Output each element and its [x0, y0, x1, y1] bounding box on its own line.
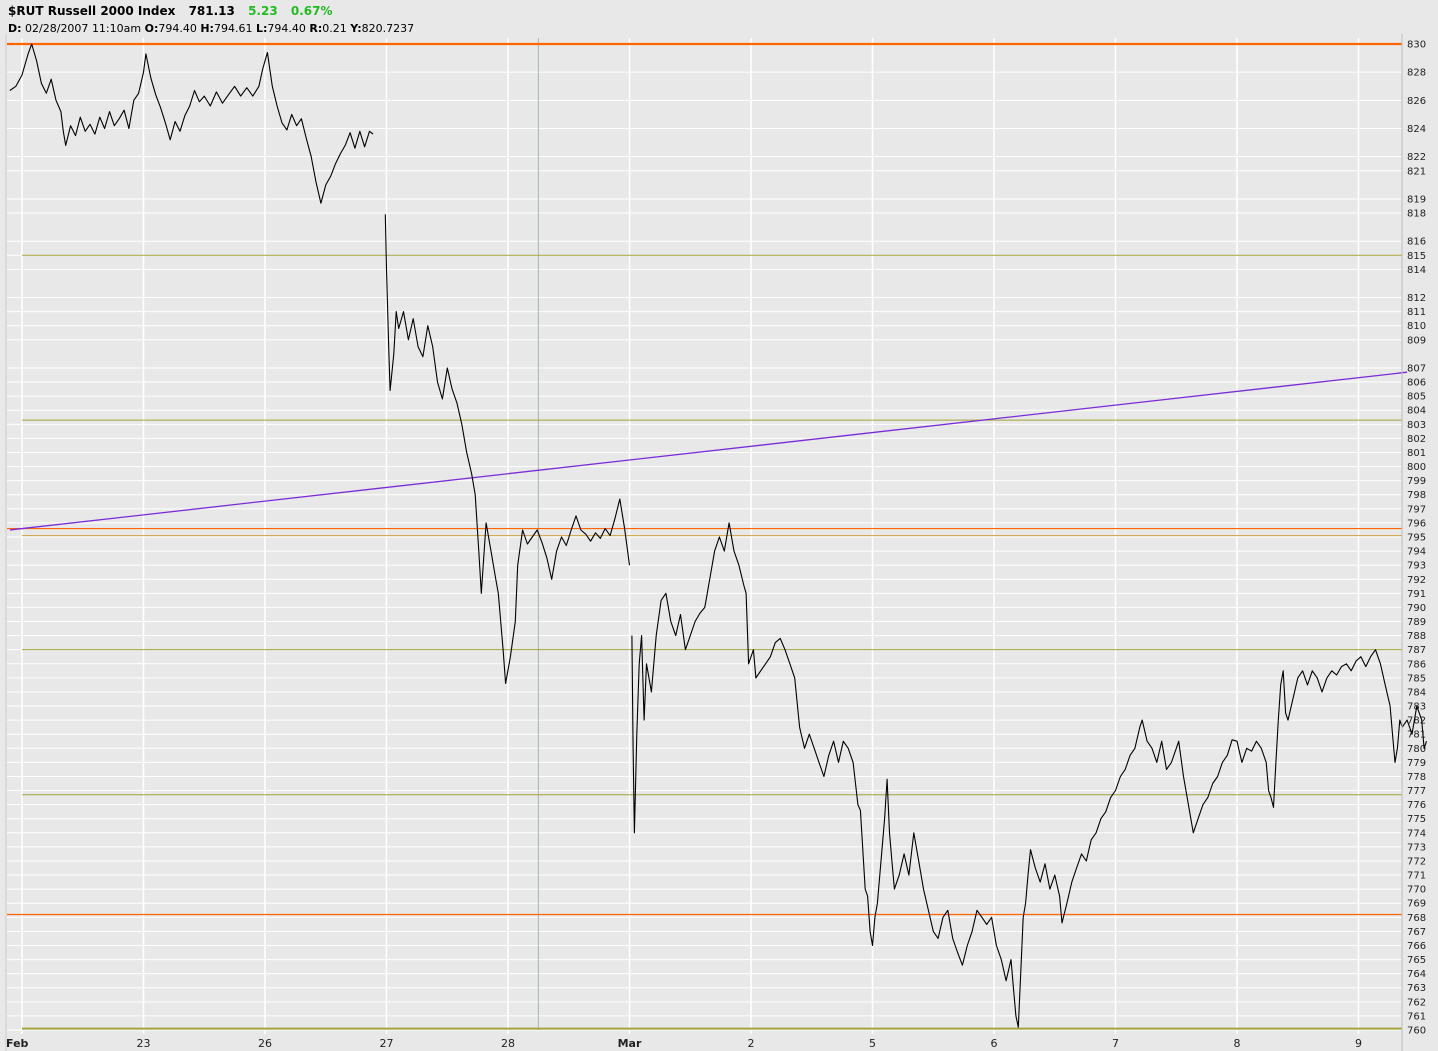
y-tick-label: 830 [1407, 40, 1426, 51]
ohlc-readout: D: 02/28/2007 11:10am O:794.40 H:794.61 … [8, 22, 414, 35]
x-tick-label: 26 [258, 1037, 272, 1050]
price-change: 5.23 [248, 4, 278, 18]
range-label: R: [309, 22, 323, 35]
x-tick-label: 27 [380, 1037, 394, 1050]
y-tick-label: 802 [1407, 434, 1426, 445]
symbol: $RUT [8, 4, 44, 18]
y-tick-label: 787 [1407, 645, 1426, 656]
y-tick-label: 792 [1407, 575, 1426, 586]
y-tick-label: 798 [1407, 490, 1426, 501]
y-tick-label: 781 [1407, 730, 1426, 741]
open-value: 794.40 [158, 22, 197, 35]
y-tick-label: 806 [1407, 378, 1426, 389]
y-tick-label: 766 [1407, 941, 1426, 952]
y-tick-label: 828 [1407, 68, 1426, 79]
y-tick-label: 819 [1407, 194, 1426, 205]
open-label: O: [144, 22, 159, 35]
y-tick-label: 796 [1407, 518, 1426, 529]
y-tick-label: 784 [1407, 687, 1426, 698]
date-label: D: [8, 22, 22, 35]
y-tick-label: 822 [1407, 152, 1426, 163]
x-tick-label: Mar [618, 1037, 642, 1050]
y-tick-label: 772 [1407, 856, 1426, 867]
y-tick-label: 814 [1407, 265, 1426, 276]
y-tick-label: 790 [1407, 603, 1426, 614]
y-tick-label: 801 [1407, 448, 1426, 459]
y-tick-label: 818 [1407, 209, 1426, 220]
x-tick-label: 7 [1112, 1037, 1119, 1050]
y-tick-label: 785 [1407, 673, 1426, 684]
y-tick-label: 776 [1407, 800, 1426, 811]
index-name: Russell 2000 Index [47, 4, 176, 18]
y-tick-label: 775 [1407, 814, 1426, 825]
y-tick-label: 763 [1407, 983, 1426, 994]
cursor-y-value: 820.7237 [361, 22, 415, 35]
y-tick-label: 767 [1407, 927, 1426, 938]
y-tick-label: 791 [1407, 589, 1426, 600]
y-tick-label: 773 [1407, 842, 1426, 853]
y-tick-label: 771 [1407, 871, 1426, 882]
y-tick-label: 765 [1407, 955, 1426, 966]
y-tick-label: 794 [1407, 547, 1426, 558]
last-price: 781.13 [188, 4, 235, 18]
y-tick-label: 777 [1407, 786, 1426, 797]
y-tick-label: 804 [1407, 406, 1426, 417]
x-tick-label: 9 [1355, 1037, 1362, 1050]
x-tick-label: 8 [1234, 1037, 1241, 1050]
y-tick-label: 770 [1407, 885, 1426, 896]
cursor-y-label: Y: [350, 22, 362, 35]
y-tick-label: 800 [1407, 462, 1426, 473]
y-tick-label: 761 [1407, 1011, 1426, 1022]
y-tick-label: 821 [1407, 166, 1426, 177]
y-tick-label: 805 [1407, 392, 1426, 403]
high-label: H: [200, 22, 214, 35]
y-tick-label: 815 [1407, 251, 1426, 262]
y-tick-label: 799 [1407, 476, 1426, 487]
y-tick-label: 762 [1407, 997, 1426, 1008]
y-tick-label: 812 [1407, 293, 1426, 304]
y-tick-label: 782 [1407, 716, 1426, 727]
trendline [9, 371, 1408, 531]
x-tick-label: 5 [869, 1037, 876, 1050]
y-tick-label: 780 [1407, 744, 1426, 755]
y-tick-label: 810 [1407, 321, 1426, 332]
y-tick-label: 788 [1407, 631, 1426, 642]
y-tick-label: 778 [1407, 772, 1426, 783]
x-tick-label: 6 [991, 1037, 998, 1050]
range-value: 0.21 [322, 22, 347, 35]
y-tick-label: 824 [1407, 124, 1426, 135]
y-tick-label: 795 [1407, 533, 1426, 544]
y-tick-label: 774 [1407, 828, 1426, 839]
y-tick-label: 779 [1407, 758, 1426, 769]
y-tick-label: 769 [1407, 899, 1426, 910]
y-tick-label: 789 [1407, 617, 1426, 628]
low-value: 794.40 [267, 22, 306, 35]
x-tick-label: 2 [748, 1037, 755, 1050]
x-tick-label: Feb [6, 1037, 29, 1050]
time-value: 11:10am [91, 22, 142, 35]
y-tick-label: 768 [1407, 913, 1426, 924]
low-label: L: [255, 22, 268, 35]
y-tick-label: 797 [1407, 504, 1426, 515]
y-tick-label: 807 [1407, 363, 1426, 374]
y-tick-label: 809 [1407, 335, 1426, 346]
y-tick-label: 826 [1407, 96, 1426, 107]
x-tick-label: 28 [501, 1037, 515, 1050]
y-tick-label: 816 [1407, 237, 1426, 248]
chart-title: $RUT Russell 2000 Index 781.13 5.23 0.67… [8, 4, 333, 18]
x-tick-label: 23 [137, 1037, 151, 1050]
date-value: 02/28/2007 [25, 22, 89, 35]
y-tick-label: 764 [1407, 969, 1426, 980]
price-series-line [9, 43, 374, 204]
price-series-line [384, 214, 631, 685]
price-series-line [631, 522, 1428, 1028]
high-value: 794.61 [213, 22, 253, 35]
y-tick-label: 811 [1407, 307, 1426, 318]
price-change-pct: 0.67% [290, 4, 333, 18]
y-tick-label: 793 [1407, 561, 1426, 572]
y-tick-label: 786 [1407, 659, 1426, 670]
y-tick-label: 760 [1407, 1026, 1426, 1037]
y-tick-label: 803 [1407, 420, 1426, 431]
